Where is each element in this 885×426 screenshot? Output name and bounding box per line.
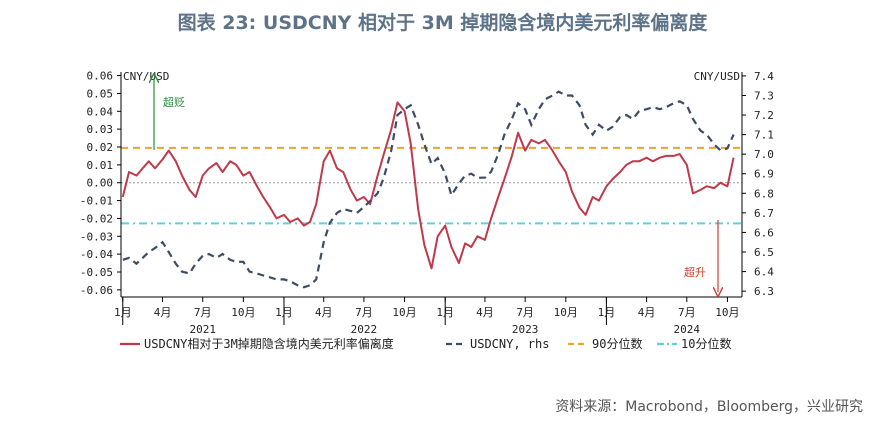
left-tick-label: 0.03 (87, 123, 114, 136)
right-tick-label: 7.4 (754, 70, 774, 83)
year-label: 2024 (674, 323, 701, 336)
year-label: 2021 (189, 323, 216, 336)
x-tick-label: 10月 (392, 306, 416, 319)
left-tick-label: -0.04 (80, 248, 113, 261)
right-tick-label: 6.4 (754, 266, 774, 279)
right-tick-label: 7.1 (754, 129, 774, 142)
x-tick-label: 7月 (678, 306, 696, 319)
x-tick-label: 1月 (436, 306, 454, 319)
left-tick-label: -0.06 (80, 284, 113, 297)
legend-deviation-label: USDCNY相对于3M掉期隐含境内美元利率偏离度 (144, 336, 394, 351)
left-tick-label: 0.04 (87, 105, 114, 118)
right-tick-label: 6.5 (754, 246, 774, 259)
right-axis-unit-label: CNY/USD (694, 70, 740, 83)
appreciation-label: 超升 (684, 265, 706, 279)
left-tick-label: -0.03 (80, 230, 113, 243)
x-tick-label: 7月 (194, 306, 212, 319)
year-label: 2022 (351, 323, 378, 336)
reference-lines (121, 146, 742, 225)
legend-p90-label: 90分位数 (592, 336, 642, 351)
usdcny-series-line (122, 90, 735, 289)
right-tick-label: 6.7 (754, 207, 774, 220)
left-tick-label: 0.01 (87, 159, 114, 172)
legend: USDCNY相对于3M掉期隐含境内美元利率偏离度 USDCNY, rhs 90分位数… (120, 336, 731, 351)
chart-title: 图表 23: USDCNY 相对于 3M 掉期隐含境内美元利率偏离度 (177, 12, 708, 34)
x-tick-label: 7月 (355, 306, 373, 319)
x-tick-label: 10月 (231, 306, 255, 319)
left-tick-label: 0.02 (87, 141, 114, 154)
depreciation-label: 超贬 (163, 95, 185, 109)
left-tick-label: -0.05 (80, 266, 113, 279)
x-tick-label: 1月 (114, 306, 132, 319)
legend-p10-label: 10分位数 (681, 336, 731, 351)
right-tick-label: 6.6 (754, 226, 774, 239)
x-tick-label: 1月 (598, 306, 616, 319)
right-tick-label: 7.3 (754, 89, 774, 102)
series-lines (121, 90, 735, 289)
year-label: 2023 (512, 323, 539, 336)
left-tick-label: 0.06 (87, 70, 114, 83)
left-axis-unit-label: CNY/USD (123, 70, 169, 83)
left-tick-label: 0.00 (87, 177, 114, 190)
tick-labels: 0.06 0.05 0.04 0.03 0.02 0.01 0.00 -0.01 -0.02 -0… (80, 70, 774, 336)
right-tick-label: 6.9 (754, 168, 774, 181)
x-tick-label: 4月 (476, 306, 494, 319)
x-tick-label: 4月 (315, 306, 333, 319)
source-note: 资料来源：Macrobond，Bloomberg，兴业研究 (555, 399, 863, 415)
deviation-series-line (121, 101, 735, 270)
x-tick-label: 10月 (715, 306, 739, 319)
left-tick-label: -0.02 (80, 212, 113, 225)
right-tick-label: 6.3 (754, 285, 774, 298)
right-tick-label: 6.8 (754, 187, 774, 200)
x-tick-label: 7月 (516, 306, 534, 319)
x-tick-label: 4月 (638, 306, 656, 319)
right-tick-label: 7.2 (754, 109, 774, 122)
x-tick-label: 4月 (154, 306, 172, 319)
axes (117, 72, 746, 325)
left-tick-label: 0.05 (87, 87, 114, 100)
x-tick-label: 10月 (554, 306, 578, 319)
left-tick-label: -0.01 (80, 195, 113, 208)
right-tick-label: 7.0 (754, 148, 774, 161)
x-tick-label: 1月 (275, 306, 293, 319)
legend-usdcny-label: USDCNY, rhs (470, 337, 549, 351)
